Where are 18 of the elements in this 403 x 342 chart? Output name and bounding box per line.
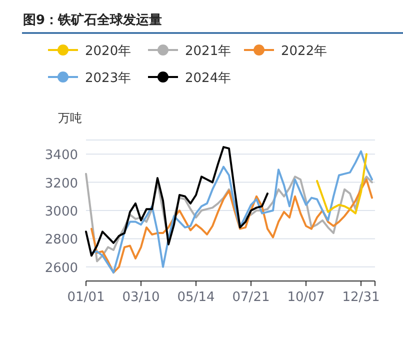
legend-label: 2022年 (281, 44, 328, 59)
x-tick-label: 03/10 (122, 290, 160, 305)
y-tick-label: 3000 (44, 204, 78, 220)
legend-label: 2021年 (185, 44, 232, 59)
y-axis-title: 万吨 (58, 111, 82, 125)
legend-label: 2024年 (185, 71, 232, 86)
x-tick-label: 05/14 (177, 290, 215, 305)
y-tick-label: 2800 (44, 232, 78, 248)
y-tick-label: 2600 (44, 260, 78, 276)
y-tick-label: 3200 (44, 176, 78, 192)
x-tick-label: 10/07 (287, 290, 325, 305)
chart-title: 图9：铁矿石全球发运量 (23, 12, 162, 28)
legend-label: 2023年 (85, 71, 132, 86)
x-tick-label: 07/21 (232, 290, 270, 305)
legend-label: 2020年 (85, 44, 132, 59)
x-tick-label: 12/31 (342, 290, 380, 305)
y-tick-label: 3400 (44, 148, 78, 164)
x-tick-label: 01/01 (67, 290, 105, 305)
